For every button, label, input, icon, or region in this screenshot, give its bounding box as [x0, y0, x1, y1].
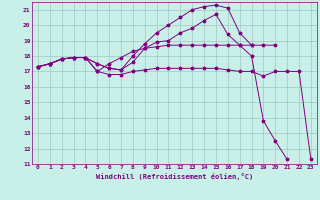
X-axis label: Windchill (Refroidissement éolien,°C): Windchill (Refroidissement éolien,°C)	[96, 173, 253, 180]
